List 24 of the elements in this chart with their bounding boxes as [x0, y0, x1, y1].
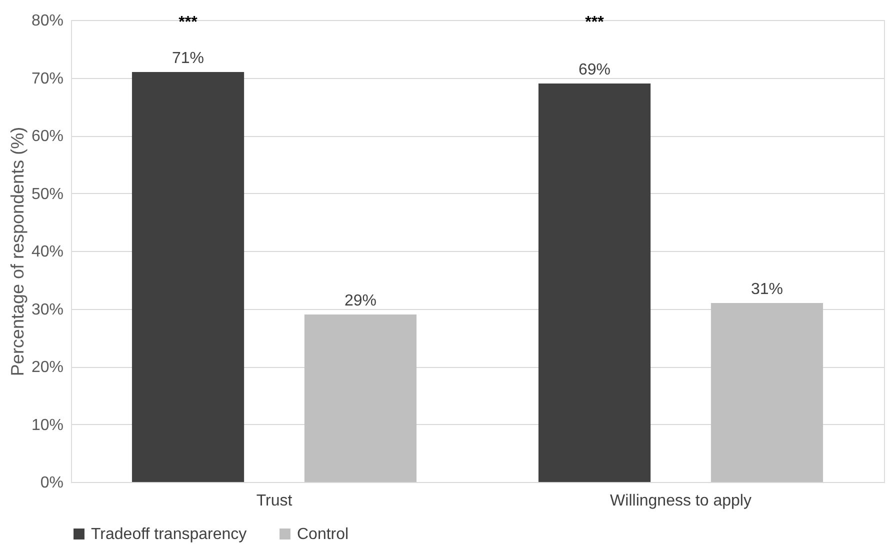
y-tick-label: 0%	[40, 474, 64, 492]
y-tick-label: 40%	[31, 244, 64, 260]
bar	[538, 84, 651, 482]
legend-label: Control	[297, 526, 349, 543]
x-tick-label: Trust	[256, 492, 293, 510]
bar	[304, 314, 417, 482]
y-tick-label: 10%	[31, 416, 64, 434]
bar	[710, 302, 824, 482]
data-label: 31%	[750, 280, 783, 298]
annotation: ***	[178, 14, 198, 31]
y-axis-title: Percentage of respondents (%)	[7, 126, 28, 376]
data-label: 29%	[344, 292, 376, 310]
data-label: 71%	[172, 50, 204, 67]
y-tick-label: 60%	[31, 128, 64, 145]
annotation: ***	[585, 14, 605, 31]
y-tick-label: 30%	[31, 301, 64, 318]
y-tick-label: 50%	[31, 186, 64, 203]
data-label: 69%	[578, 62, 611, 79]
y-tick-label: 70%	[31, 70, 64, 88]
y-tick-label: 80%	[31, 12, 64, 30]
y-tick-label: 20%	[31, 359, 64, 376]
legend-label: Tradeoff transparency	[91, 526, 247, 543]
bar	[132, 72, 244, 482]
x-tick-label: Willingness to apply	[610, 492, 752, 510]
